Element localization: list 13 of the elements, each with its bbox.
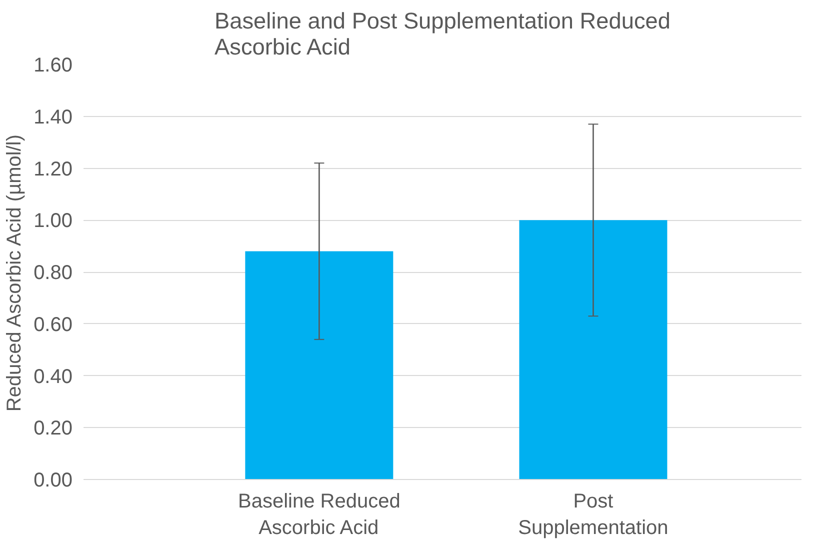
x-tick-label: Post Supplementation bbox=[518, 490, 668, 539]
y-tick-label: 0.40 bbox=[34, 366, 73, 388]
y-tick-label: 1.20 bbox=[34, 158, 73, 180]
chart-title: Baseline and Post Supplementation Reduced Ascorbic Acid bbox=[214, 8, 670, 60]
y-tick-label: 1.40 bbox=[34, 106, 73, 128]
y-tick-label: 1.00 bbox=[34, 210, 73, 232]
x-tick-label: Baseline Reduced Ascorbic Acid bbox=[238, 490, 400, 539]
y-tick-label: 1.60 bbox=[34, 54, 73, 76]
y-tick-label: 0.60 bbox=[34, 314, 73, 336]
y-tick-label: 0.00 bbox=[34, 470, 73, 492]
y-axis-title: Reduced Ascorbic Acid (µmol/l) bbox=[4, 134, 26, 412]
y-tick-label: 0.80 bbox=[34, 262, 73, 284]
y-tick-label: 0.20 bbox=[34, 418, 73, 440]
